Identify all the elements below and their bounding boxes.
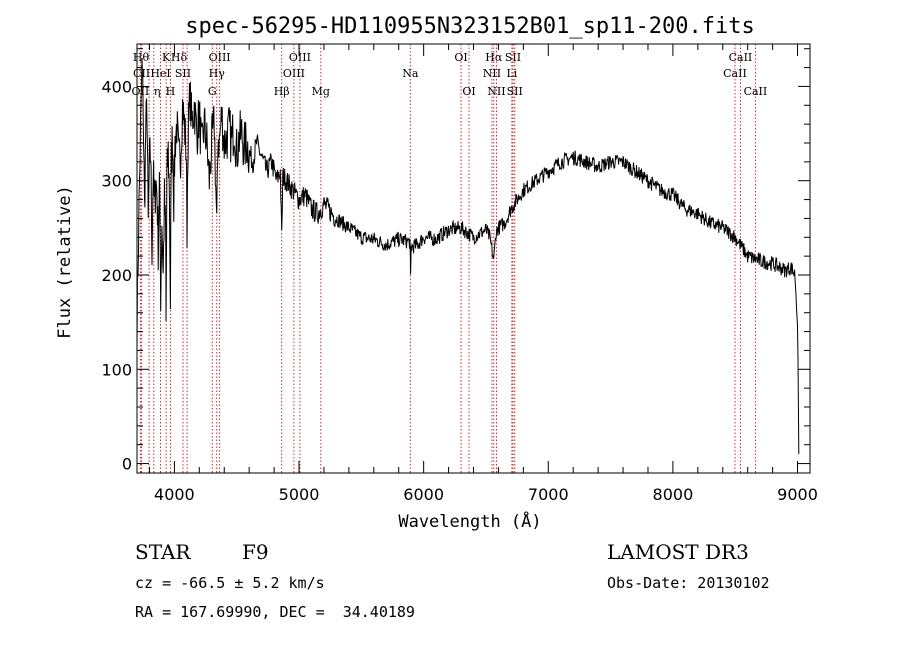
spectral-line-label: H [166, 85, 176, 98]
spectral-line-label: CaII [744, 85, 768, 98]
y-tick-label: 200 [101, 266, 132, 285]
spectral-line-label: OI [462, 85, 475, 98]
y-tick-label: 100 [101, 360, 132, 379]
axes-group: 4000 5000 6000 7000 8000 9000 0 100 200 300 400 [101, 43, 818, 504]
spectral-line-label: SII [507, 85, 523, 98]
spectral-line-label: Li [506, 67, 517, 80]
chart-title: spec-56295-HD110955N323152B01_sp11-200.f… [185, 14, 755, 39]
object-subclass: F9 [242, 540, 269, 564]
spectral-line-label: OI [454, 51, 467, 64]
series-group [136, 57, 800, 455]
survey-name: LAMOST DR3 [607, 540, 749, 564]
plot-frame [136, 43, 811, 474]
x-tick-label: 5000 [279, 485, 320, 504]
x-tick-label: 7000 [528, 485, 569, 504]
x-tick-label: 4000 [154, 485, 195, 504]
spectral-line-label: OIII [283, 67, 305, 80]
spectral-line-label: NII [483, 67, 501, 80]
spectral-line-label: η [154, 85, 161, 98]
x-tick-label: 6000 [403, 485, 444, 504]
spectral-line-label: OIII [289, 51, 311, 64]
spectral-line-label: CaII [729, 51, 753, 64]
y-tick-label: 300 [101, 172, 132, 191]
redshift-readout: cz = -66.5 ± 5.2 km/s [135, 574, 325, 592]
spectral-line-label: Mg [312, 85, 330, 98]
coordinates: RA = 167.69990, DEC = 34.40189 [135, 603, 415, 621]
obs-date: Obs-Date: 20130102 [607, 574, 770, 592]
spectral-line-label: NII [487, 85, 505, 98]
object-class: STAR [135, 540, 191, 564]
spectral-line-label: SII [175, 67, 191, 80]
spectral-line-label: Hβ [274, 85, 290, 98]
spectral-line-label: Hα [485, 51, 503, 64]
spectral-line-label: Hγ [209, 67, 226, 80]
x-axis-label: Wavelength (Å) [398, 510, 541, 532]
spectral-line-label: HeI [150, 67, 170, 80]
x-tick-label: 9000 [777, 485, 818, 504]
spectral-line-label: Hδ [171, 51, 188, 64]
spectral-line-label: K [162, 51, 171, 64]
y-tick-label: 0 [122, 455, 132, 474]
spectral-line-label: G [208, 85, 217, 98]
x-tick-label: 8000 [653, 485, 694, 504]
spectral-line-label: SII [505, 51, 521, 64]
y-axis-label: Flux (relative) [55, 185, 75, 339]
y-tick-label: 400 [101, 77, 132, 96]
spectral-line-label: OIII [209, 51, 231, 64]
spectral-line-label: Na [402, 67, 419, 80]
spectral-line-label: OII [132, 85, 150, 98]
flux-series-line [136, 57, 800, 455]
spectral-line-label: CaII [723, 67, 747, 80]
